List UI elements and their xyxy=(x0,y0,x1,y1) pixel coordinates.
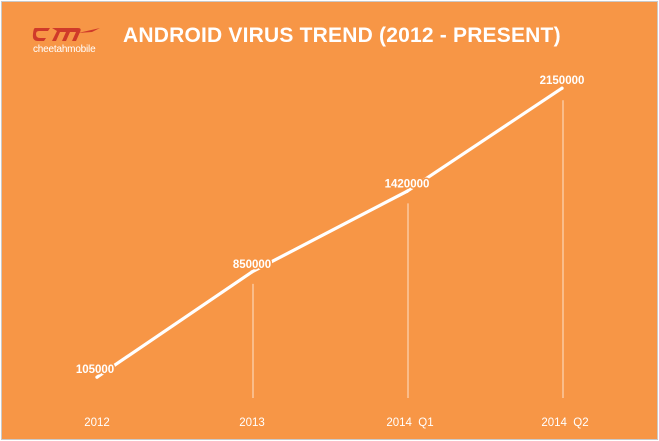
data-label-0: 105000 xyxy=(76,364,114,376)
data-point-0 xyxy=(95,375,99,379)
chart-title: ANDROID VIRUS TREND (2012 - PRESENT) xyxy=(123,24,561,47)
x-tick-label-2: 2014 Q1 xyxy=(386,417,433,429)
x-tick-label-1: 2013 xyxy=(239,417,265,429)
cheetah-mobile-logo: cheetahmobile xyxy=(32,24,112,58)
logo-wordmark: cheetahmobile xyxy=(33,44,96,55)
x-tick-label-3: 2014 Q2 xyxy=(541,417,588,429)
data-label-1: 850000 xyxy=(233,259,271,271)
cm-logo-icon xyxy=(32,28,100,41)
x-tick-label-0: 2012 xyxy=(84,417,110,429)
data-point-2 xyxy=(405,189,409,193)
data-point-1 xyxy=(250,270,254,274)
series-line xyxy=(95,86,564,379)
data-label-3: 2150000 xyxy=(540,75,585,87)
data-label-2: 1420000 xyxy=(385,178,430,190)
data-point-3 xyxy=(560,86,564,90)
